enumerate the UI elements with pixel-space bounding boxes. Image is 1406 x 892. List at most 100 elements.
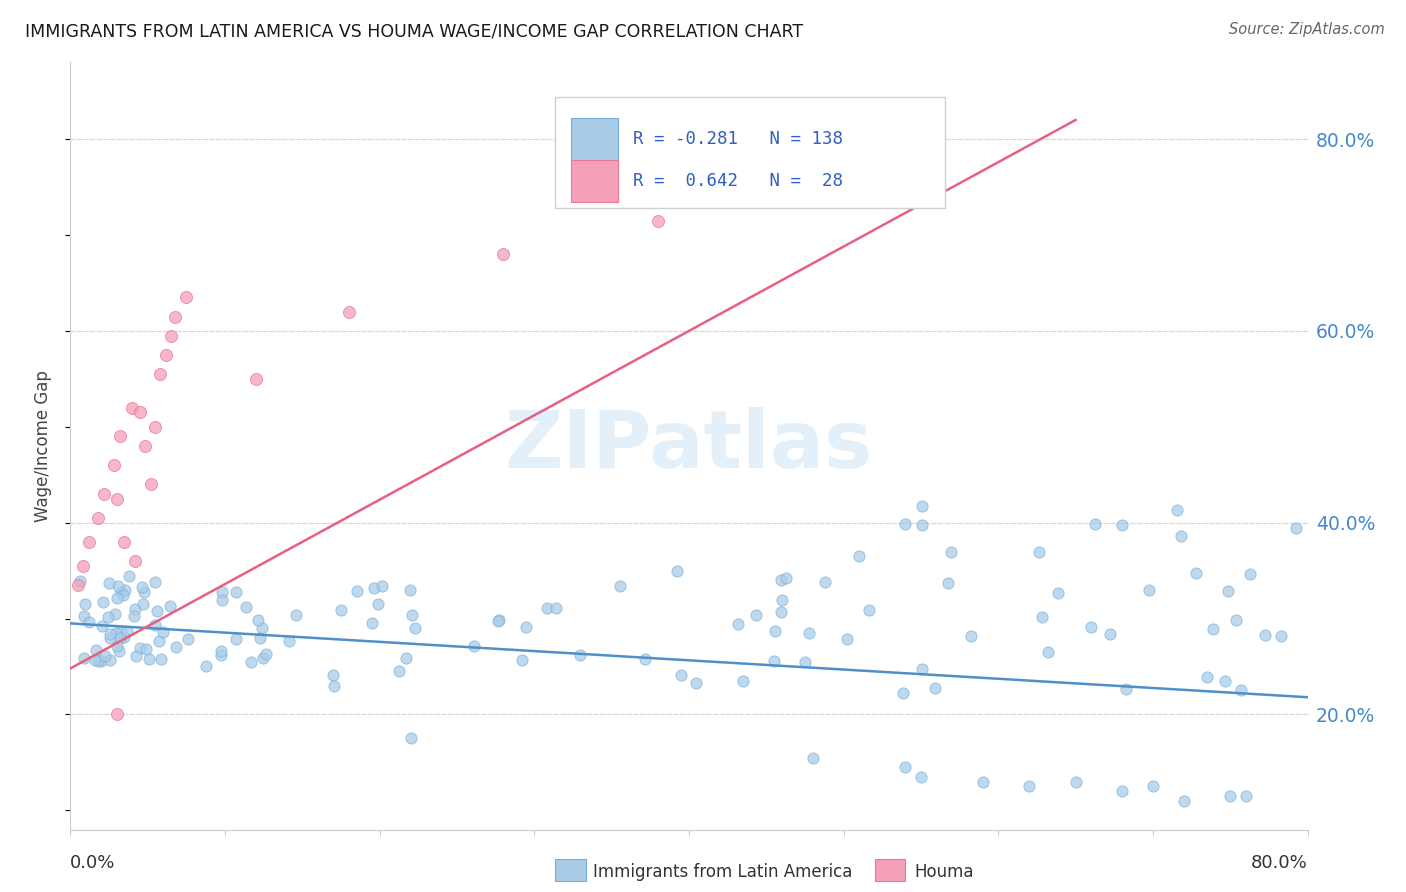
Point	[145, 420, 166, 434]
Point	[73, 651, 96, 665]
Point	[740, 194, 762, 209]
Point	[150, 651, 173, 665]
Point	[609, 579, 631, 593]
Point	[398, 582, 420, 597]
Point	[79, 615, 101, 630]
Point	[399, 731, 422, 746]
Point	[1028, 545, 1050, 559]
Text: Immigrants from Latin America: Immigrants from Latin America	[593, 863, 852, 881]
Point	[105, 626, 128, 640]
Point	[93, 487, 115, 501]
Point	[1111, 784, 1133, 798]
Point	[769, 606, 792, 620]
Point	[814, 574, 837, 589]
Point	[98, 627, 121, 641]
Point	[835, 632, 858, 646]
Point	[211, 593, 233, 607]
Point	[124, 554, 146, 568]
Point	[1139, 582, 1161, 597]
Point	[247, 613, 270, 627]
Point	[939, 545, 962, 559]
Point	[149, 367, 172, 381]
Point	[395, 651, 418, 665]
Point	[105, 707, 128, 722]
Point	[114, 583, 136, 598]
Point	[763, 624, 786, 638]
Point	[910, 770, 932, 784]
Text: 80.0%: 80.0%	[1251, 854, 1308, 871]
Point	[195, 659, 218, 673]
Point	[911, 662, 934, 676]
Point	[492, 247, 515, 261]
Point	[209, 644, 232, 658]
Point	[107, 579, 129, 593]
Point	[1170, 529, 1192, 543]
Point	[762, 654, 785, 668]
Point	[235, 600, 257, 615]
Point	[98, 576, 121, 591]
Point	[1084, 517, 1107, 532]
Point	[145, 574, 167, 589]
Point	[165, 310, 187, 324]
Point	[110, 585, 132, 599]
Point	[84, 653, 107, 667]
FancyBboxPatch shape	[571, 161, 619, 202]
Point	[148, 633, 170, 648]
Point	[894, 760, 917, 774]
Point	[1018, 780, 1040, 794]
Point	[1038, 645, 1060, 659]
Point	[1173, 794, 1195, 808]
Point	[1219, 789, 1241, 803]
Point	[105, 591, 128, 606]
Point	[510, 653, 533, 667]
Point	[145, 618, 167, 632]
Point	[1031, 610, 1053, 624]
Point	[361, 616, 384, 631]
Point	[111, 588, 134, 602]
Point	[401, 608, 423, 623]
Point	[1234, 789, 1257, 803]
Point	[801, 750, 824, 764]
Point	[1213, 673, 1236, 688]
Point	[848, 549, 870, 563]
Point	[1166, 502, 1188, 516]
Point	[108, 429, 131, 443]
Text: IMMIGRANTS FROM LATIN AMERICA VS HOUMA WAGE/INCOME GAP CORRELATION CHART: IMMIGRANTS FROM LATIN AMERICA VS HOUMA W…	[25, 22, 803, 40]
Text: Source: ZipAtlas.com: Source: ZipAtlas.com	[1229, 22, 1385, 37]
Text: 0.0%: 0.0%	[70, 854, 115, 871]
Text: R = -0.281   N = 138: R = -0.281 N = 138	[633, 130, 844, 148]
Point	[90, 618, 112, 632]
Point	[118, 569, 141, 583]
Point	[97, 609, 120, 624]
Point	[67, 578, 90, 592]
Point	[536, 600, 558, 615]
Point	[139, 477, 162, 491]
Point	[84, 643, 107, 657]
Point	[132, 597, 155, 611]
Point	[665, 564, 688, 578]
Point	[125, 649, 148, 664]
Point	[90, 654, 112, 668]
Point	[135, 641, 157, 656]
Point	[463, 639, 485, 653]
Point	[160, 328, 183, 343]
Point	[769, 574, 792, 588]
Point	[225, 584, 247, 599]
Point	[797, 626, 820, 640]
Point	[177, 632, 200, 646]
Point	[211, 585, 233, 599]
Point	[371, 579, 394, 593]
Point	[1099, 627, 1122, 641]
FancyBboxPatch shape	[571, 118, 619, 161]
Point	[329, 603, 352, 617]
Point	[770, 593, 793, 607]
Point	[858, 603, 880, 617]
Point	[209, 648, 232, 662]
Point	[794, 655, 817, 669]
Point	[346, 583, 368, 598]
Point	[1115, 681, 1137, 696]
Point	[100, 653, 122, 667]
Point	[486, 614, 509, 628]
Point	[114, 534, 135, 549]
Point	[98, 631, 121, 645]
